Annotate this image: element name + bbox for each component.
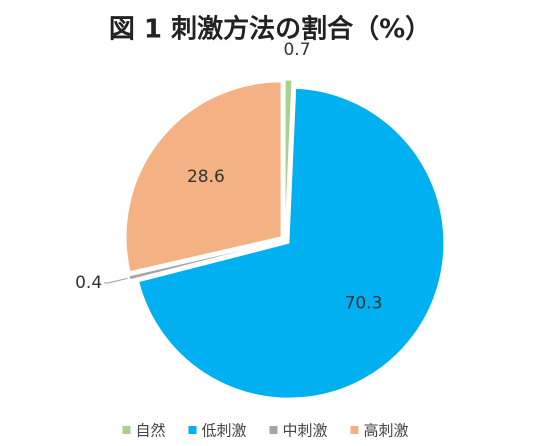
- legend-swatch: [350, 426, 359, 434]
- legend-label: 低刺激: [202, 422, 247, 440]
- data-label: 0.4: [75, 273, 102, 293]
- legend-swatch: [269, 426, 278, 434]
- legend-label: 高刺激: [364, 422, 409, 440]
- data-label: 70.3: [345, 294, 383, 314]
- leader-line: [104, 277, 128, 284]
- pie-slice: [284, 79, 293, 236]
- legend-label: 中刺激: [283, 422, 328, 440]
- pie-slice: [128, 240, 281, 281]
- pie-slice: [125, 81, 282, 273]
- legend-swatch: [122, 426, 131, 434]
- pie-slice: [138, 87, 445, 399]
- legend-swatch: [188, 426, 197, 434]
- data-label: 0.7: [283, 40, 310, 60]
- legend-label: 自然: [136, 422, 166, 440]
- data-label: 28.6: [187, 167, 225, 187]
- chart-title: 図 1 刺激方法の割合（%）: [109, 14, 431, 45]
